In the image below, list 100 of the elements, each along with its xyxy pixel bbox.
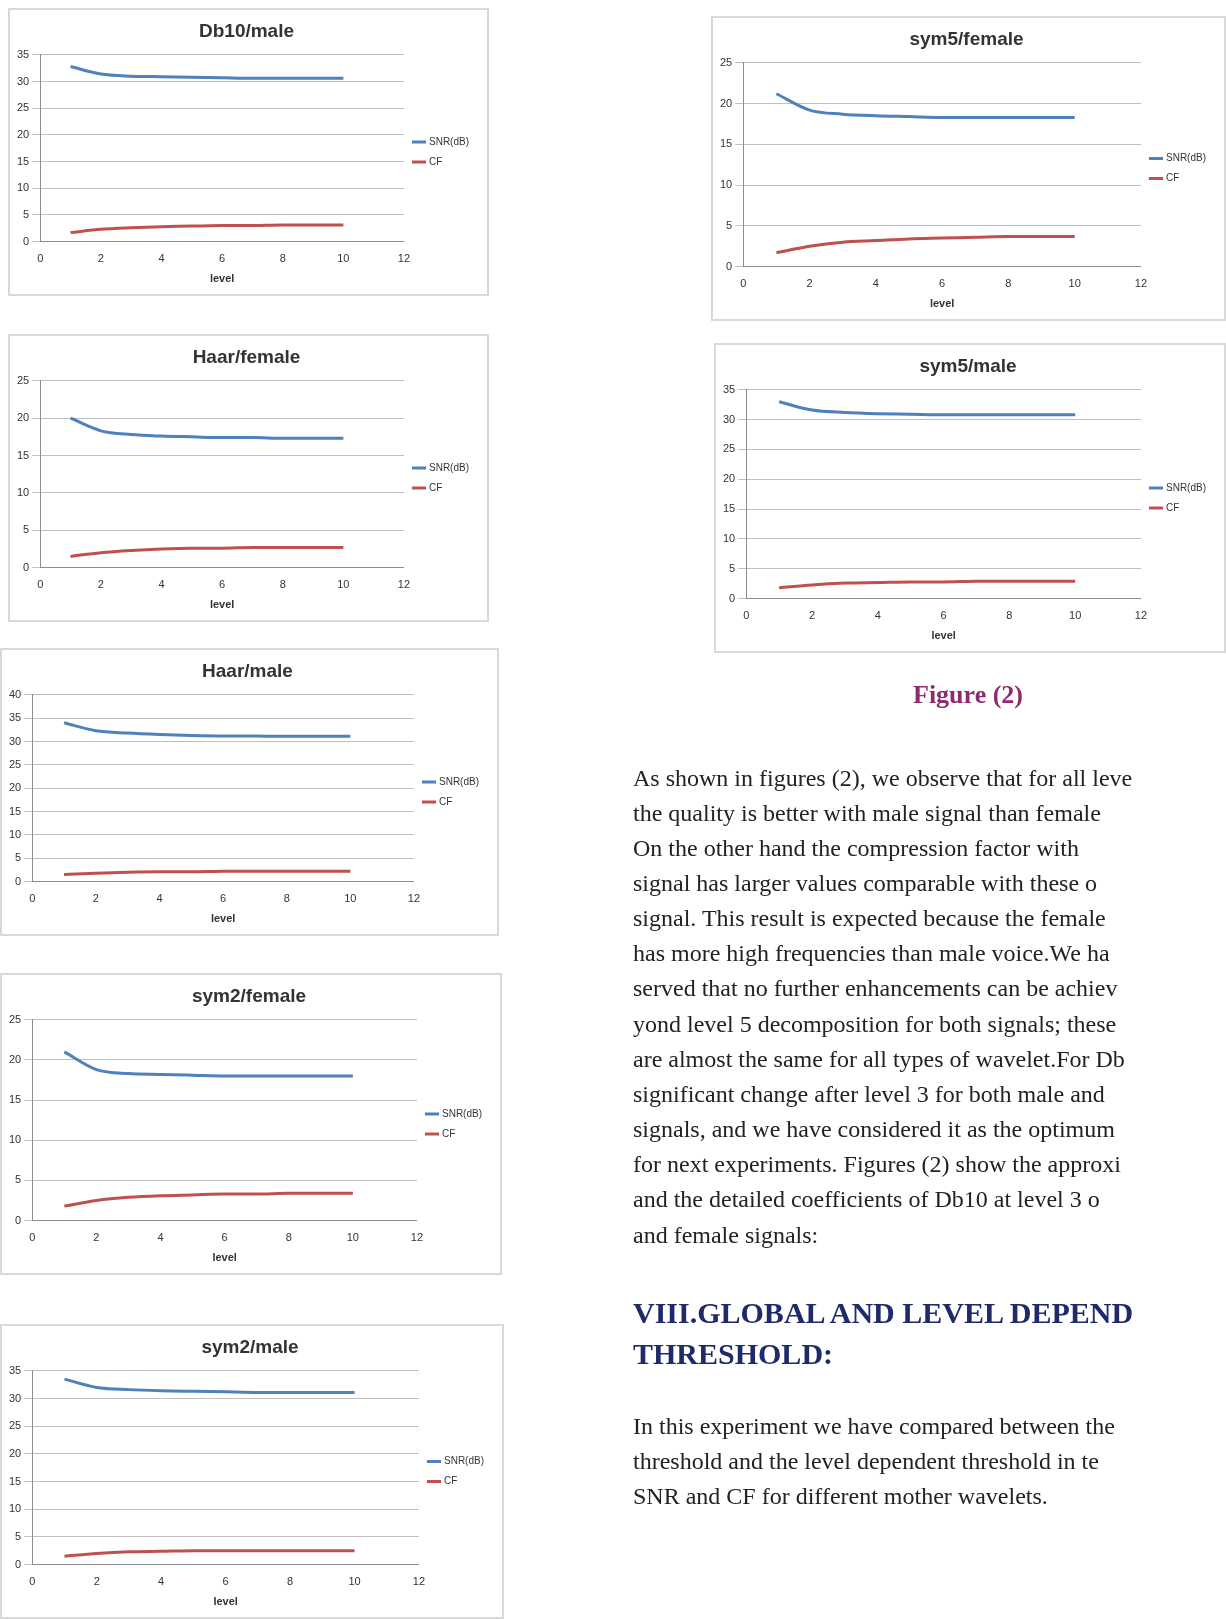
y-tick-label: 5	[15, 1529, 22, 1542]
line-series	[777, 579, 1077, 590]
y-tick-label: 5	[23, 523, 30, 536]
legend-label: CF	[429, 155, 443, 167]
legend-label: CF	[429, 481, 443, 493]
y-tick-label: 30	[722, 412, 736, 425]
y-tick-label: 10	[8, 1502, 22, 1515]
x-tick-label: 10	[344, 892, 357, 905]
y-tick-label: 30	[8, 1391, 22, 1404]
y-tick-label: 20	[8, 1052, 22, 1065]
y-tick-label: 25	[8, 1012, 22, 1025]
chart-title: Haar/male	[202, 659, 293, 681]
line-series	[777, 400, 1077, 417]
y-tick-label: 25	[719, 55, 733, 68]
x-tick-label: 8	[285, 1231, 292, 1244]
text: are almost the same for all types of wavelet.For Db	[633, 1046, 1125, 1073]
x-tick-label: 4	[156, 892, 163, 905]
x-tick-label: 4	[158, 578, 165, 591]
y-tick-label: 25	[16, 101, 30, 114]
x-tick-label: 2	[92, 892, 99, 905]
y-tick-label: 20	[8, 781, 22, 794]
y-tick-label: 30	[8, 734, 22, 747]
y-tick-label: 10	[8, 1133, 22, 1146]
y-tick-label: 15	[16, 448, 30, 461]
y-tick-label: 0	[15, 874, 22, 887]
x-tick-label: 8	[1005, 277, 1012, 290]
x-tick-label: 2	[806, 277, 813, 290]
y-tick-label: 5	[729, 561, 736, 574]
y-tick-label: 5	[15, 851, 22, 864]
legend-label: CF	[1166, 172, 1180, 184]
legend-label: CF	[442, 1127, 456, 1139]
y-tick-label: 0	[15, 1213, 22, 1226]
legend-label: CF	[444, 1475, 458, 1487]
text: and female signals:	[633, 1222, 819, 1249]
x-tick-label: 10	[1068, 277, 1081, 290]
text: SNR and CF for different mother wavelets.	[633, 1483, 1048, 1510]
text: for next experiments. Figures (2) show the approxi	[633, 1151, 1121, 1178]
legend-label: SNR(dB)	[429, 461, 470, 473]
x-tick-label: 8	[279, 252, 286, 265]
y-tick-label: 15	[719, 137, 733, 150]
y-tick-label: 20	[8, 1446, 22, 1459]
x-tick-label: 6	[222, 1575, 229, 1588]
y-tick-label: 30	[16, 74, 30, 87]
text: yond level 5 decomposition for both signals; these	[633, 1011, 1117, 1038]
y-tick-label: 35	[8, 711, 22, 724]
x-tick-label: 2	[93, 1231, 100, 1244]
y-tick-label: 20	[722, 472, 736, 485]
text: signal has larger values comparable with these o	[633, 870, 1098, 897]
x-tick-label: 6	[219, 252, 226, 265]
legend-label: SNR(dB)	[439, 775, 480, 787]
line-series	[62, 1191, 355, 1208]
y-tick-label: 15	[8, 804, 22, 817]
y-tick-label: 5	[726, 218, 733, 231]
x-tick-label: 10	[346, 1231, 359, 1244]
y-tick-label: 25	[8, 757, 22, 770]
x-tick-label: 6	[940, 609, 947, 622]
legend-label: SNR(dB)	[1166, 481, 1207, 493]
x-tick-label: 8	[287, 1575, 294, 1588]
y-tick-label: 25	[8, 1419, 22, 1432]
x-tick-label: 4	[872, 277, 879, 290]
chart-title: sym2/male	[201, 1335, 299, 1357]
x-tick-label: 6	[939, 277, 946, 290]
x-tick-label: 0	[740, 277, 747, 290]
x-tick-label: 0	[37, 578, 44, 591]
chart-title: Db10/male	[198, 19, 295, 41]
y-tick-label: 20	[719, 96, 733, 109]
text: On the other hand the compression factor with	[633, 835, 1079, 862]
x-tick-label: 0	[37, 252, 44, 265]
y-tick-label: 10	[719, 178, 733, 191]
text: significant change after level 3 for both male and	[633, 1081, 1105, 1108]
x-tick-label: 2	[93, 1575, 100, 1588]
line-series	[62, 1377, 357, 1394]
text: the quality is better with male signal than female	[633, 800, 1101, 827]
x-tick-label: 12	[410, 1231, 424, 1244]
legend-label: CF	[1166, 501, 1180, 513]
line-series	[69, 223, 345, 235]
text: In this experiment we have compared between the	[633, 1413, 1115, 1440]
y-tick-label: 10	[722, 531, 736, 544]
x-tick-label: 12	[1134, 609, 1148, 622]
y-tick-label: 0	[23, 234, 30, 247]
legend-label: SNR(dB)	[429, 135, 470, 147]
x-tick-label: 0	[743, 609, 750, 622]
y-tick-label: 0	[729, 591, 736, 604]
chart-title: sym2/female	[191, 984, 307, 1006]
text: Figure (2)	[912, 680, 1024, 710]
y-tick-label: 40	[8, 687, 22, 700]
line-series	[774, 234, 1077, 255]
y-tick-label: 5	[15, 1173, 22, 1186]
x-tick-label: 10	[348, 1575, 361, 1588]
text: signal. This result is expected because the female	[633, 905, 1106, 932]
chart-title: Haar/female	[192, 345, 301, 367]
x-axis-title: level	[210, 912, 236, 925]
y-tick-label: 15	[722, 502, 736, 515]
text: and the detailed coefficients of Db10 at level 3 o	[633, 1186, 1100, 1213]
x-axis-title: level	[212, 1251, 237, 1264]
y-tick-label: 25	[722, 442, 736, 455]
x-tick-label: 4	[874, 609, 881, 622]
x-tick-label: 10	[337, 252, 350, 265]
x-tick-label: 8	[1006, 609, 1013, 622]
y-tick-label: 35	[16, 47, 30, 60]
